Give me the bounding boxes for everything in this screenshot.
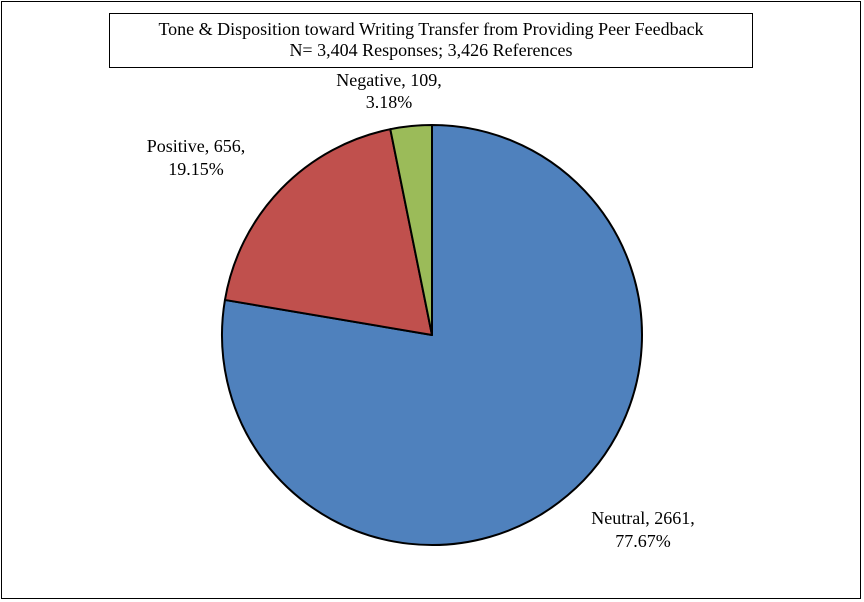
chart-subtitle: N= 3,404 Responses; 3,426 References [289, 40, 573, 60]
data-label-negative: Negative, 109, 3.18% [336, 70, 441, 112]
pie-slice-negative [389, 124, 433, 336]
pie-slice-positive [223, 128, 433, 336]
chart-title: Tone & Disposition toward Writing Transf… [158, 19, 704, 39]
pie-slice-neutral [221, 124, 643, 546]
pie-slices [221, 124, 643, 546]
chart-title-box: Tone & Disposition toward Writing Transf… [109, 13, 753, 68]
data-label-neutral: Neutral, 2661, 77.67% [591, 508, 694, 551]
pie-data-labels: Neutral, 2661, 77.67% Positive, 656, 19.15%… [147, 70, 695, 551]
data-label-positive: Positive, 656, 19.15% [147, 136, 246, 179]
